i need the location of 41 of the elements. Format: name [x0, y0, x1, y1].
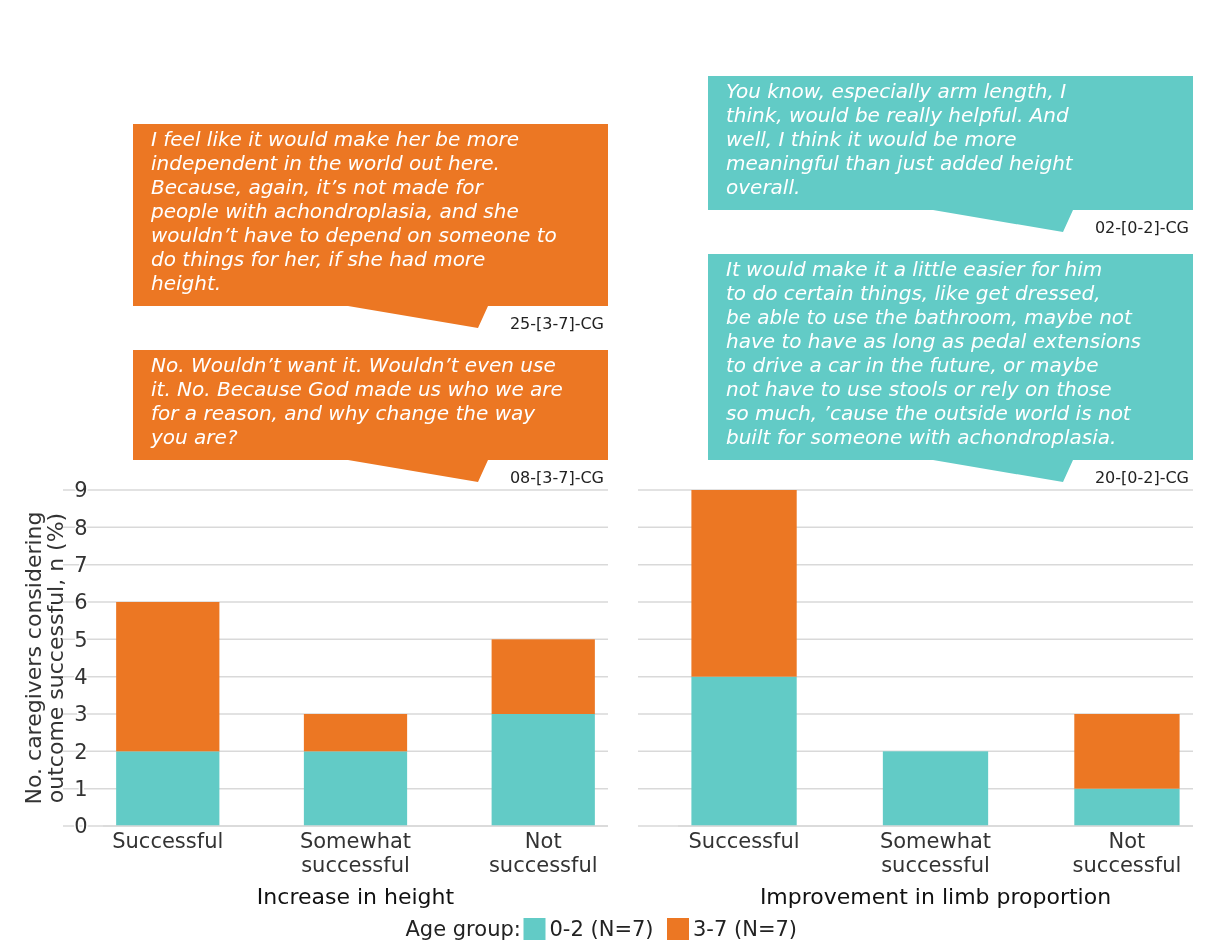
x-tick-label: Not successful	[1072, 829, 1182, 877]
bar	[491, 714, 595, 826]
legend-label: 0-2 (N=7)	[549, 917, 654, 941]
bar	[691, 676, 797, 826]
y-tick-label: 7	[74, 553, 88, 578]
x-axis-title: Improvement in limb proportion	[759, 884, 1112, 909]
text: It would make it a little easier for him to do certain things, like get dressed, be able to use the bathroom, maybe not have to have as long as pedal extensions to drive a car in the future, or maybe not have to use stools or rely on those so much, ’cause the outside world is not built for someone with achondroplasia.	[726, 257, 1142, 449]
bar	[1074, 788, 1180, 826]
x-axis-title: Increase in height	[256, 884, 455, 909]
text: No. Wouldn’t want it. Wouldn’t even use it. No. Because God made us who we are for a reason, and why change the way you are?	[150, 353, 563, 449]
bar	[303, 714, 408, 752]
y-tick-label: 2	[74, 739, 88, 764]
text: 20-[0-2]-CG	[1094, 468, 1189, 487]
y-tick-label: 4	[74, 665, 88, 690]
y-tick-label: 8	[74, 515, 88, 540]
y-tick-label: 0	[74, 814, 88, 839]
y-tick-label: 3	[74, 702, 88, 727]
y-tick-label: 1	[74, 777, 88, 802]
bar	[1074, 714, 1180, 789]
bar	[491, 639, 595, 714]
x-tick-label: Somewhat successful	[879, 829, 992, 877]
x-tick-label: Successful	[112, 829, 224, 853]
bar	[116, 751, 220, 826]
y-axis-title: No. caregivers considering outcome successful, n (%)	[21, 511, 68, 805]
legend-title: Age group:	[405, 917, 521, 941]
bar	[303, 751, 408, 826]
y-tick-label: 5	[74, 627, 88, 652]
x-tick-label: Not successful	[488, 829, 598, 877]
x-tick-label: Somewhat successful	[299, 829, 412, 877]
bar	[691, 490, 797, 677]
y-tick-label: 9	[74, 478, 88, 503]
bar	[882, 751, 989, 826]
x-tick-label: Successful	[688, 829, 800, 853]
bar	[116, 602, 220, 752]
y-tick-label: 6	[74, 590, 88, 615]
text: I feel like it would make her be more independent in the world out here. Because, again, it’s not made for people with achondroplasia, and she wouldn’t have to depend on someone to do things for her, if she had more height.	[150, 127, 557, 295]
text: 08-[3-7]-CG	[509, 468, 604, 487]
text: 25-[3-7]-CG	[509, 314, 604, 333]
legend-label: 3-7 (N=7)	[693, 917, 798, 941]
text: You know, especially arm length, I think, would be really helpful. And well, I think it would be more meaningful than just added height overall.	[726, 79, 1074, 199]
text: 02-[0-2]-CG	[1094, 218, 1189, 237]
